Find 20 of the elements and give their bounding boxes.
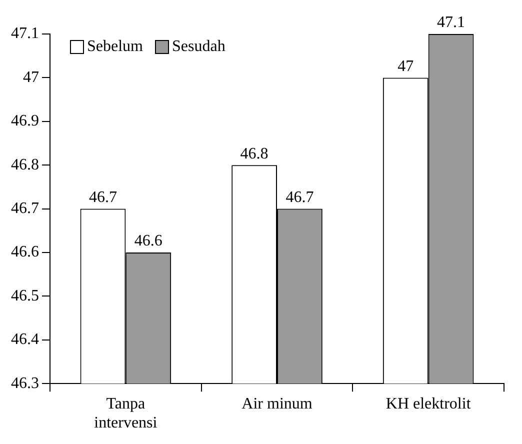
y-tick-label: 46.5 <box>11 287 39 304</box>
x-tick-label: Tanpa intervensi <box>94 395 158 432</box>
text: Sebelum <box>87 38 143 56</box>
x-tick-label: Air minum <box>242 395 313 412</box>
data-label: 46.8 <box>240 145 268 162</box>
y-tick-label: 47 <box>23 68 39 86</box>
y-tick-label: 46.6 <box>11 244 39 261</box>
y-tick-label: 46.7 <box>11 200 39 218</box>
y-tick-label: 46.4 <box>11 331 39 348</box>
data-label: 47 <box>398 58 414 75</box>
data-label: 46.7 <box>88 189 117 206</box>
y-tick-label: 46.9 <box>11 112 39 130</box>
data-label: 46.7 <box>286 189 314 206</box>
y-tick-label: 47.1 <box>11 25 39 42</box>
data-label: 46.6 <box>134 232 162 250</box>
data-label: 47.1 <box>437 14 466 32</box>
y-tick-label: 46.3 <box>11 374 39 392</box>
legend-label: Sesudah <box>172 38 226 56</box>
x-tick-label: KH elektrolit <box>386 395 472 412</box>
y-tick-label: 46.8 <box>11 156 39 174</box>
